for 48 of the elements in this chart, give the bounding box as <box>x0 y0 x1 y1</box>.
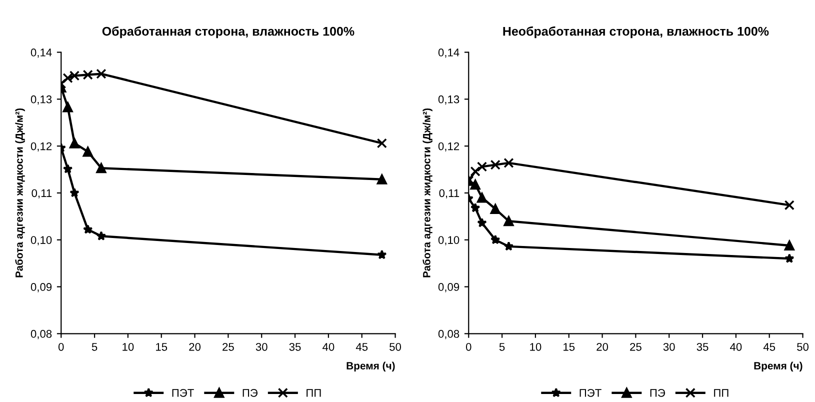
y-tick-label: 0,10 <box>30 236 52 246</box>
x-tick-label: 5 <box>499 343 505 351</box>
x-tick-label: 25 <box>222 342 234 351</box>
x-tick-label: 10 <box>122 342 134 351</box>
y-tick-label: 0,09 <box>30 283 52 292</box>
x-tick-label: 30 <box>256 342 268 351</box>
y-tick-label: 0,09 <box>438 283 460 292</box>
chart-title: Необработанная сторона, влажность 100% <box>503 26 769 38</box>
legend-label: ПЭТ <box>580 388 602 397</box>
x-tick-label: 0 <box>58 342 64 351</box>
y-tick-label: 0,08 <box>438 330 460 340</box>
y-tick-label: 0,12 <box>438 142 460 152</box>
x-tick-label: 35 <box>696 342 708 351</box>
x-tick-label: 25 <box>630 342 642 351</box>
x-tick-label: 45 <box>763 343 776 351</box>
x-tick-label: 20 <box>596 342 608 351</box>
y-axis-title: Работа адгезии жидкости (Дж/м²) <box>15 108 25 278</box>
x-tick-label: 0 <box>466 342 472 351</box>
y-tick-label: 0,12 <box>30 142 52 152</box>
x-tick-label: 15 <box>156 343 168 351</box>
chart-title: Обработанная сторона, влажность 100% <box>102 26 354 38</box>
y-tick-label: 0,11 <box>32 189 52 198</box>
x-tick-label: 15 <box>564 343 575 351</box>
y-tick-label: 0,13 <box>30 95 52 105</box>
x-axis-title: Время (ч) <box>754 362 802 372</box>
x-tick-label: 50 <box>797 342 809 351</box>
y-tick-label: 0,14 <box>30 48 52 58</box>
x-tick-label: 20 <box>189 342 201 351</box>
y-tick-label: 0,11 <box>439 189 460 198</box>
legend-label: ПЭ <box>242 388 258 397</box>
x-tick-label: 45 <box>356 343 368 351</box>
x-tick-label: 50 <box>390 342 402 351</box>
x-tick-label: 35 <box>289 342 301 351</box>
legend-label: ПЭТ <box>172 388 194 397</box>
x-tick-label: 30 <box>663 342 675 351</box>
y-tick-label: 0,08 <box>30 330 52 340</box>
x-tick-label: 40 <box>322 342 334 351</box>
legend-label: ПП <box>714 389 728 397</box>
y-tick-label: 0,13 <box>438 95 460 105</box>
x-tick-label: 5 <box>92 343 98 351</box>
legend-label: ПП <box>306 389 321 397</box>
x-axis-title: Время (ч) <box>346 362 395 372</box>
x-tick-label: 40 <box>730 342 742 351</box>
x-tick-label: 10 <box>530 342 542 351</box>
y-axis-title: Работа адгезии жидкости (Дж/м²) <box>422 108 432 278</box>
y-tick-label: 0,14 <box>438 48 460 58</box>
y-tick-label: 0,10 <box>438 236 460 246</box>
legend-label: ПЭ <box>650 388 666 397</box>
